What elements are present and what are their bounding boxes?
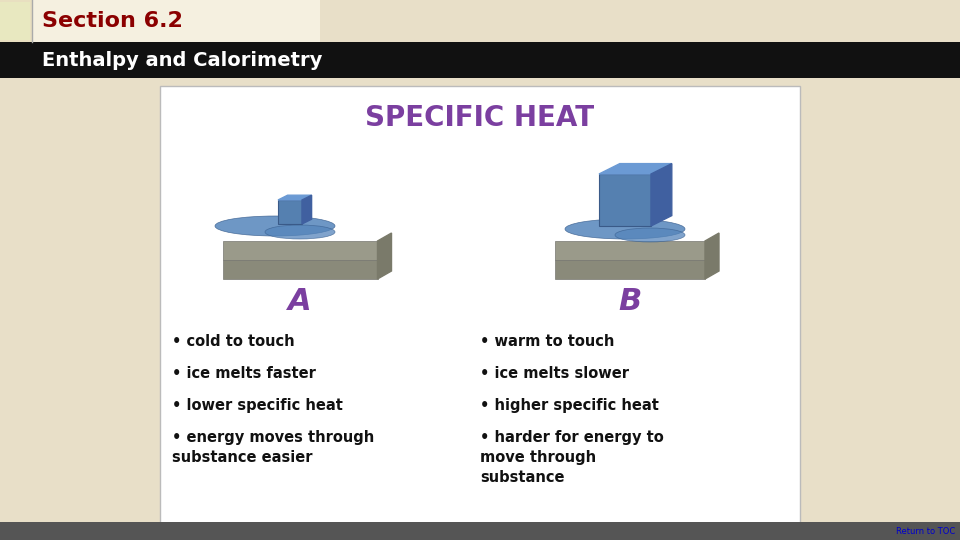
Text: • ice melts slower: • ice melts slower bbox=[480, 366, 629, 381]
Polygon shape bbox=[651, 164, 672, 226]
Bar bbox=[320, 0, 960, 42]
Polygon shape bbox=[302, 195, 312, 224]
Text: • energy moves through
substance easier: • energy moves through substance easier bbox=[172, 430, 374, 465]
FancyBboxPatch shape bbox=[0, 0, 960, 42]
Text: Enthalpy and Calorimetry: Enthalpy and Calorimetry bbox=[42, 51, 323, 70]
Polygon shape bbox=[377, 233, 392, 279]
Text: • ice melts faster: • ice melts faster bbox=[172, 366, 316, 381]
Bar bbox=[0, 0, 32, 42]
Text: SPECIFIC HEAT: SPECIFIC HEAT bbox=[366, 104, 594, 132]
Polygon shape bbox=[278, 195, 312, 200]
Ellipse shape bbox=[265, 225, 335, 239]
Text: A: A bbox=[288, 287, 312, 315]
Text: • cold to touch: • cold to touch bbox=[172, 334, 295, 349]
Bar bbox=[0, 522, 960, 540]
Text: Return to TOC: Return to TOC bbox=[896, 526, 955, 536]
Ellipse shape bbox=[615, 228, 685, 242]
Bar bbox=[599, 174, 651, 226]
Text: • warm to touch: • warm to touch bbox=[480, 334, 614, 349]
Polygon shape bbox=[705, 233, 719, 279]
Bar bbox=[0, 2, 30, 40]
Text: • higher specific heat: • higher specific heat bbox=[480, 398, 659, 413]
Text: • harder for energy to
move through
substance: • harder for energy to move through subs… bbox=[480, 430, 663, 484]
FancyBboxPatch shape bbox=[223, 241, 377, 260]
Bar bbox=[0, 42, 960, 78]
FancyBboxPatch shape bbox=[555, 241, 705, 260]
Ellipse shape bbox=[215, 216, 335, 236]
Bar bbox=[555, 260, 705, 279]
Ellipse shape bbox=[565, 219, 685, 239]
Bar bbox=[223, 260, 377, 279]
Bar bbox=[0, 0, 960, 42]
FancyBboxPatch shape bbox=[160, 86, 800, 526]
Text: • lower specific heat: • lower specific heat bbox=[172, 398, 343, 413]
Text: B: B bbox=[618, 287, 641, 315]
Bar bbox=[278, 200, 302, 224]
Polygon shape bbox=[599, 164, 672, 174]
Text: Section 6.2: Section 6.2 bbox=[42, 11, 182, 31]
